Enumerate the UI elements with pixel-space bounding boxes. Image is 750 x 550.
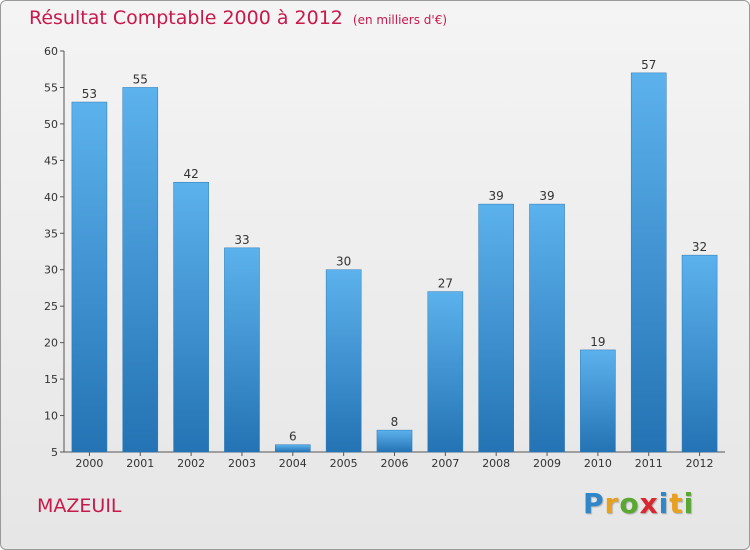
bar <box>122 87 159 453</box>
bar-value-label: 57 <box>641 58 656 72</box>
bar-value-label: 42 <box>183 167 198 181</box>
bar-value-label: 32 <box>692 240 707 254</box>
y-tick-label: 15 <box>44 373 58 386</box>
chart-labels: 53 2000 55 2001 42 2002 33 2003 6 2004 30 2005 8 2006… <box>75 58 713 470</box>
bar <box>427 291 464 453</box>
bar-value-label: 6 <box>289 430 297 444</box>
y-tick-label: 25 <box>44 300 58 313</box>
logo-letter: t <box>669 487 684 520</box>
logo-letter: P <box>583 487 605 520</box>
chart-bars <box>71 72 718 453</box>
x-tick-label: 2008 <box>482 457 510 470</box>
y-tick-label: 55 <box>44 81 58 94</box>
bar-value-label: 39 <box>539 189 554 203</box>
x-tick-label: 2012 <box>686 457 714 470</box>
x-tick-label: 2005 <box>330 457 358 470</box>
y-tick-label: 10 <box>44 410 58 423</box>
x-tick-label: 2003 <box>228 457 256 470</box>
bar <box>529 203 565 453</box>
bar-value-label: 19 <box>590 335 605 349</box>
chart-title-text: Résultat Comptable 2000 à 2012 <box>29 7 343 29</box>
y-tick-label: 45 <box>44 154 58 167</box>
bar <box>173 181 209 453</box>
bar-value-label: 39 <box>489 189 504 203</box>
bar <box>478 203 514 453</box>
chart-title: Résultat Comptable 2000 à 2012 (en millie… <box>29 7 447 29</box>
town-name: MAZEUIL <box>37 495 122 517</box>
logo-letter: r <box>604 487 620 520</box>
x-tick-label: 2004 <box>279 457 307 470</box>
logo-letter: i <box>683 487 695 520</box>
x-tick-label: 2001 <box>126 457 154 470</box>
logo-letter: o <box>619 487 640 520</box>
x-tick-label: 2000 <box>75 457 103 470</box>
y-tick-label: 60 <box>44 45 58 58</box>
x-tick-label: 2010 <box>584 457 612 470</box>
bar <box>376 429 413 453</box>
x-tick-label: 2002 <box>177 457 205 470</box>
proxiti-logo: Proxiti <box>583 487 694 520</box>
bar <box>681 254 718 453</box>
bar-value-label: 27 <box>438 277 453 291</box>
bar-value-label: 8 <box>391 415 399 429</box>
y-tick-label: 35 <box>44 227 58 240</box>
bar <box>224 247 260 453</box>
bar <box>275 444 311 453</box>
x-tick-label: 2006 <box>381 457 409 470</box>
bar <box>325 269 362 453</box>
y-tick-label: 5 <box>51 446 58 459</box>
bar <box>580 349 616 453</box>
x-tick-label: 2009 <box>533 457 561 470</box>
bar-value-label: 53 <box>82 87 97 101</box>
y-tick-label: 50 <box>44 118 58 131</box>
y-tick-label: 20 <box>44 337 58 350</box>
logo-letter: x <box>639 487 659 520</box>
x-tick-label: 2007 <box>431 457 459 470</box>
logo-letter: i <box>658 487 670 520</box>
bar <box>71 101 108 453</box>
bar-value-label: 30 <box>336 255 351 269</box>
y-tick-label: 40 <box>44 191 58 204</box>
x-tick-label: 2011 <box>635 457 663 470</box>
chart-subtitle: (en milliers d'€) <box>352 13 448 27</box>
bar-value-label: 55 <box>133 72 148 86</box>
bar-value-label: 33 <box>234 233 249 247</box>
bar <box>630 72 667 453</box>
y-tick-label: 30 <box>44 264 58 277</box>
